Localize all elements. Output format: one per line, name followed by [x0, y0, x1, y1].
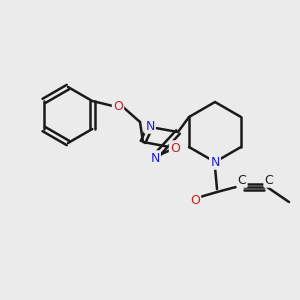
Text: O: O — [113, 100, 123, 112]
Text: N: N — [145, 119, 155, 133]
Text: C: C — [265, 173, 273, 187]
Text: N: N — [210, 155, 220, 169]
Text: O: O — [190, 194, 200, 206]
Text: C: C — [238, 173, 246, 187]
Text: N: N — [150, 152, 160, 164]
Text: O: O — [170, 142, 180, 154]
